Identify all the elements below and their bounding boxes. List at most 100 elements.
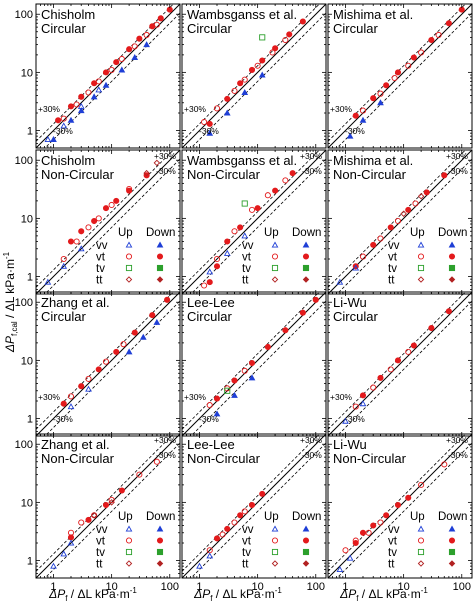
data-point [370,384,377,391]
minus30-label: -30% [448,450,468,460]
legend-marker-up [271,537,279,544]
legend-marker-down [156,525,164,532]
panel-title: Zhang et al. [41,437,110,452]
legend-marker-down [156,241,164,248]
data-point [60,400,67,407]
data-point [102,69,110,76]
data-point [359,400,367,407]
data-point [394,69,402,76]
data-points [206,296,319,417]
y-tick-label: 1 [27,126,33,138]
minus30-label: -30% [53,414,73,424]
minus30-line [336,12,472,148]
data-point [286,31,293,38]
data-point [418,49,425,56]
panel-title: Circular [333,309,378,324]
parity-line [328,150,472,294]
data-point [213,105,221,112]
axis-ticks [327,4,472,149]
legend-marker-up [271,548,279,556]
x-tick-label: 100 [307,581,325,593]
data-point [254,205,261,212]
data-point [108,201,115,209]
chart-panel: 1 10 100 Zhang et al.Circular +30% -30% [15,291,181,437]
data-point [153,458,160,465]
data-point [126,187,133,194]
plus30-line [328,4,466,142]
plus30-line [182,292,320,430]
y-label-sub: f,cal [10,321,19,336]
data-point [224,525,231,532]
data-point [206,402,213,409]
legend-marker-up [125,241,133,248]
data-point [248,206,256,213]
data-point [248,501,256,509]
x-label-sub: f [65,594,68,603]
data-point [241,232,249,239]
data-point [258,71,266,78]
legend-row-label: vv [388,524,400,536]
data-point [223,109,231,116]
data-point [55,117,62,124]
legend-row-label: vv [96,524,108,536]
legend-row-label: vv [388,240,400,252]
data-point [95,366,102,373]
data-point [259,34,266,41]
legend-marker-up [417,548,425,556]
panel-title: Mishima et al. [333,153,413,168]
legend-marker-up [125,264,133,272]
data-point [299,18,306,25]
data-point [50,135,57,143]
x-tick-label: 10 [106,581,118,593]
legend-row-label: tt [242,275,249,287]
data-point [231,391,238,398]
x-tick-label: 1 [50,581,56,593]
panel-title: Chisholm [41,7,95,22]
data-point [131,43,138,50]
x-label-sup: -1 [275,586,283,595]
data-point [126,185,133,193]
legend-row-label: vt [96,536,106,548]
legend-row-label: tt [242,559,249,571]
data-point [131,329,138,336]
x-tick-label: 10 [252,581,264,593]
panel-title: Circular [41,21,86,36]
panel-title: Lee-Lee [187,295,235,310]
data-point [136,35,143,42]
data-point [60,255,67,263]
data-point [394,217,402,225]
legend-row-label: tt [96,275,103,287]
minus30-label: -30% [448,166,468,176]
legend-up-header: Up [118,511,133,523]
legend-marker-up [271,276,279,283]
data-point [394,501,402,509]
plus30-line [36,150,174,288]
data-point [391,74,398,82]
data-point [60,262,68,269]
data-point [67,529,75,536]
data-point [85,89,92,96]
y-tick-label: 10 [21,355,33,367]
reference-lines [328,150,472,294]
reference-lines [36,292,180,436]
data-point [248,374,256,381]
panel-title: Non-Circular [187,451,261,466]
data-point [120,341,127,348]
data-point [78,519,85,526]
chart-panel: Mishima et al.Circular +30% -30% [327,3,473,149]
minus30-line [336,158,472,294]
legend-row-label: tv [96,263,105,275]
data-point [78,228,85,235]
data-point [370,95,377,102]
data-point [113,197,120,204]
minus30-line [336,300,472,436]
legend-marker-down [448,264,456,272]
parity-line [36,292,180,436]
plus30-label: +30% [300,435,322,445]
data-point [336,278,344,285]
data-point [108,66,115,74]
data-point [213,263,221,270]
